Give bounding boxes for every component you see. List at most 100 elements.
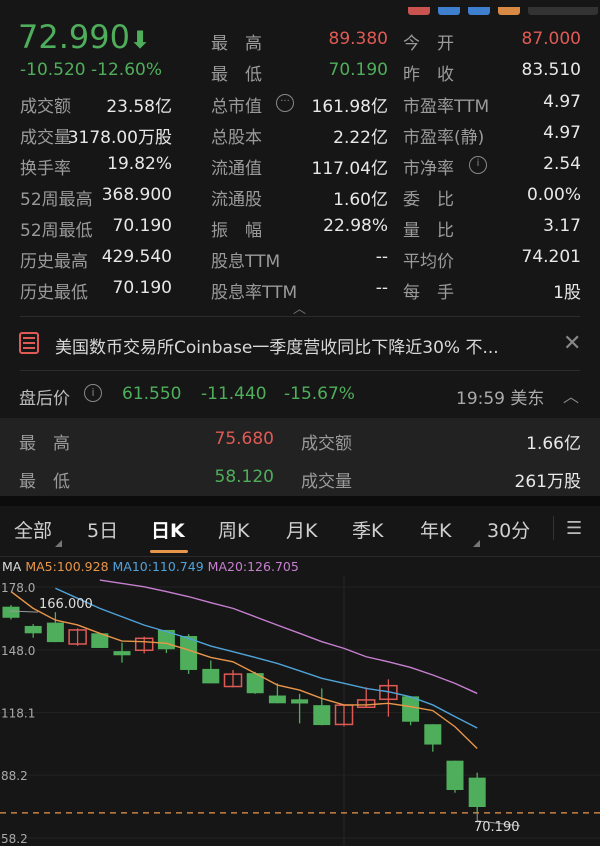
- candle-body: [2, 606, 20, 618]
- stat-label: 市盈率(静): [403, 128, 485, 148]
- stat-value: 4.97: [543, 123, 581, 143]
- high-value: 89.380: [328, 29, 388, 49]
- price-change: -10.520 -12.60%: [20, 60, 162, 80]
- candle-body: [180, 636, 198, 670]
- news-headline[interactable]: 美国数币交易所Coinbase一季度营收同比下降近30% 不...: [55, 338, 499, 358]
- ma20-line: [99, 579, 478, 695]
- info-icon[interactable]: i: [469, 156, 487, 174]
- stat-value: 74.201: [521, 247, 581, 267]
- stat-label: 总股本: [211, 128, 262, 148]
- more-icon[interactable]: ···: [276, 94, 294, 112]
- candle-body: [446, 760, 464, 791]
- ah-low-value: 58.120: [214, 467, 274, 487]
- toolbar-icon[interactable]: [438, 7, 460, 15]
- stat-label: 历史最高: [20, 252, 88, 272]
- stat-value: 0.00%: [526, 185, 581, 205]
- y-tick-label: 178.0: [1, 581, 35, 595]
- stat-label: 历史最低: [20, 283, 88, 303]
- toolbar-icon[interactable]: [498, 7, 520, 15]
- stat-value: 1股: [553, 283, 581, 303]
- stat-value: 70.190: [112, 278, 172, 298]
- candle-body: [313, 705, 331, 726]
- stat-label: 成交量: [20, 128, 71, 148]
- y-tick-label: 88.2: [1, 769, 28, 783]
- ma5-line: [10, 591, 478, 750]
- stat-value: 22.98%: [323, 216, 388, 236]
- after-hours-panel: [0, 418, 600, 496]
- toolbar-button[interactable]: [528, 7, 598, 15]
- after-hours-change-pct: -15.67%: [284, 384, 355, 404]
- tab-7[interactable]: 30分: [487, 520, 531, 542]
- ah-amount-label: 成交额: [301, 434, 352, 454]
- candle-body: [402, 696, 420, 722]
- low-label: 最 低: [211, 65, 262, 85]
- tab-0[interactable]: 全部: [14, 520, 53, 542]
- ah-high-value: 75.680: [214, 429, 274, 449]
- y-tick-label: 58.2: [1, 832, 28, 846]
- max-leader-line: [9, 610, 39, 613]
- stat-label: 量 比: [403, 221, 454, 241]
- candle-body: [291, 699, 309, 704]
- chart-settings-icon[interactable]: ☰: [566, 518, 583, 539]
- ah-volume-label: 成交量: [301, 472, 352, 492]
- info-icon[interactable]: i: [84, 384, 102, 402]
- prev-close-label: 昨 收: [403, 65, 454, 85]
- candlestick-chart[interactable]: 178.0 148.0 118.1 88.2 58.2 166.000 70.190: [0, 575, 600, 846]
- y-tick-label: 118.1: [1, 706, 35, 720]
- stat-label: 股息率TTM: [211, 283, 298, 303]
- stat-label: 流通值: [211, 159, 262, 179]
- stat-value: 117.04亿: [311, 159, 388, 179]
- toolbar-icon[interactable]: [408, 7, 430, 15]
- tab-2[interactable]: 日K: [151, 520, 185, 542]
- news-icon: [19, 332, 39, 354]
- collapse-chevron-icon[interactable]: ︿: [293, 302, 307, 317]
- price-change-pct: -12.60%: [91, 60, 162, 80]
- open-label: 今 开: [403, 34, 454, 54]
- stat-label: 总市值: [211, 97, 262, 117]
- stat-label: 换手率: [20, 159, 71, 179]
- min-annotation: 70.190: [474, 820, 520, 835]
- candle-body: [223, 673, 243, 688]
- stat-value: 2.54: [543, 154, 581, 174]
- tab-3[interactable]: 周K: [218, 520, 250, 542]
- ma10-line: [55, 587, 478, 729]
- stat-value: 23.58亿: [106, 97, 172, 117]
- stat-label: 平均价: [403, 252, 454, 272]
- chevron-up-icon[interactable]: ︿: [563, 387, 580, 406]
- candle-body: [356, 699, 376, 709]
- stat-label: 市盈率TTM: [403, 97, 490, 117]
- current-price: 72.990⬇: [18, 18, 151, 56]
- tab-6[interactable]: 年K: [420, 520, 452, 542]
- stat-value: 1.60亿: [333, 190, 388, 210]
- after-hours-time: 19:59 美东: [456, 389, 545, 409]
- ah-volume-value: 261万股: [514, 472, 581, 492]
- close-icon[interactable]: ✕: [563, 331, 582, 356]
- candle-body: [24, 625, 42, 634]
- candle-body: [68, 629, 87, 645]
- ah-amount-value: 1.66亿: [526, 434, 581, 454]
- candle-body: [91, 633, 109, 648]
- after-hours-change: -11.440: [201, 384, 267, 404]
- toolbar-icon[interactable]: [468, 7, 490, 15]
- stat-value: 2.22亿: [333, 128, 388, 148]
- tab-1[interactable]: 5日: [87, 520, 119, 542]
- max-annotation: 166.000: [39, 597, 93, 612]
- after-hours-price: 61.550: [122, 384, 182, 404]
- stat-value: 70.190: [112, 216, 172, 236]
- ma20-legend: MA20:126.705: [207, 559, 299, 574]
- stat-label: 52周最低: [20, 221, 93, 241]
- stat-label: 振 幅: [211, 221, 262, 241]
- tab-5[interactable]: 季K: [352, 520, 384, 542]
- stat-label: 委 比: [403, 190, 454, 210]
- candle-body: [268, 695, 286, 704]
- stat-value: 161.98亿: [311, 97, 388, 117]
- stat-label: 每 手: [403, 283, 454, 303]
- candle-body: [134, 637, 154, 652]
- stat-value: 3.17: [543, 216, 581, 236]
- candle-body: [424, 724, 442, 745]
- stat-label: 股息TTM: [211, 252, 281, 272]
- stat-label: 市净率: [403, 159, 454, 179]
- candle-body: [379, 684, 398, 701]
- tab-4[interactable]: 月K: [286, 520, 318, 542]
- stat-value: 368.900: [101, 185, 172, 205]
